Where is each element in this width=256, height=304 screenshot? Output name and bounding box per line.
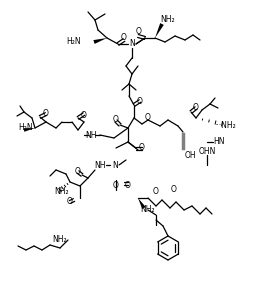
Text: NH₂: NH₂ [55,188,69,196]
Text: OH: OH [184,150,196,160]
Polygon shape [24,128,35,132]
Text: O: O [125,181,131,189]
Text: O: O [67,198,73,206]
Text: O: O [43,109,49,118]
Text: HN: HN [213,137,225,147]
Text: O: O [136,27,142,36]
Polygon shape [93,38,107,44]
Text: NH: NH [85,130,97,140]
Text: O: O [139,143,145,153]
Text: O: O [113,181,119,189]
Text: ···NH₂: ···NH₂ [214,122,236,130]
Text: O: O [137,98,143,106]
Text: O: O [113,116,119,125]
Text: O: O [121,33,127,42]
Text: H₂N: H₂N [66,37,81,47]
Polygon shape [155,23,164,38]
Text: N: N [112,161,118,170]
Text: O: O [145,113,151,123]
Text: NH₂: NH₂ [161,16,175,25]
Text: O: O [193,103,199,112]
Text: OHN: OHN [198,147,216,157]
Text: N: N [129,40,135,49]
Text: O: O [81,110,87,119]
Text: O: O [171,185,177,195]
Text: NH₂: NH₂ [141,206,155,215]
Text: H₂N: H₂N [18,123,33,133]
Polygon shape [138,198,146,209]
Text: O: O [75,168,81,177]
Text: O: O [153,188,159,196]
Text: NH₂: NH₂ [53,236,67,244]
Text: NH: NH [94,161,106,170]
